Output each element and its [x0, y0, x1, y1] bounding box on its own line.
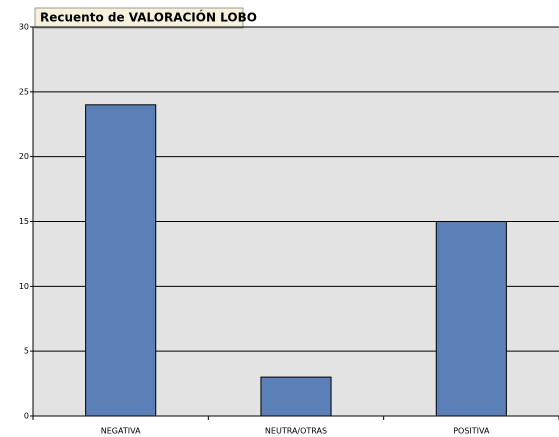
y-tick-label: 15 [19, 217, 29, 226]
y-tick-label: 10 [19, 282, 29, 291]
y-tick-label: 25 [19, 87, 29, 96]
y-tick-label: 0 [24, 412, 29, 421]
chart-title: Recuento de VALORACIÓN LOBO [40, 10, 257, 25]
y-tick-label: 20 [19, 152, 29, 161]
x-tick-label: POSITIVA [453, 427, 490, 436]
x-tick-label: NEGATIVA [101, 427, 141, 436]
bar [435, 221, 507, 417]
y-tick-label: 30 [19, 23, 29, 32]
x-tick-label: NEUTRA/OTRAS [265, 427, 327, 436]
title-box [34, 7, 244, 29]
bar [85, 104, 157, 417]
y-tick-label: 5 [24, 347, 29, 356]
bar [260, 376, 332, 417]
